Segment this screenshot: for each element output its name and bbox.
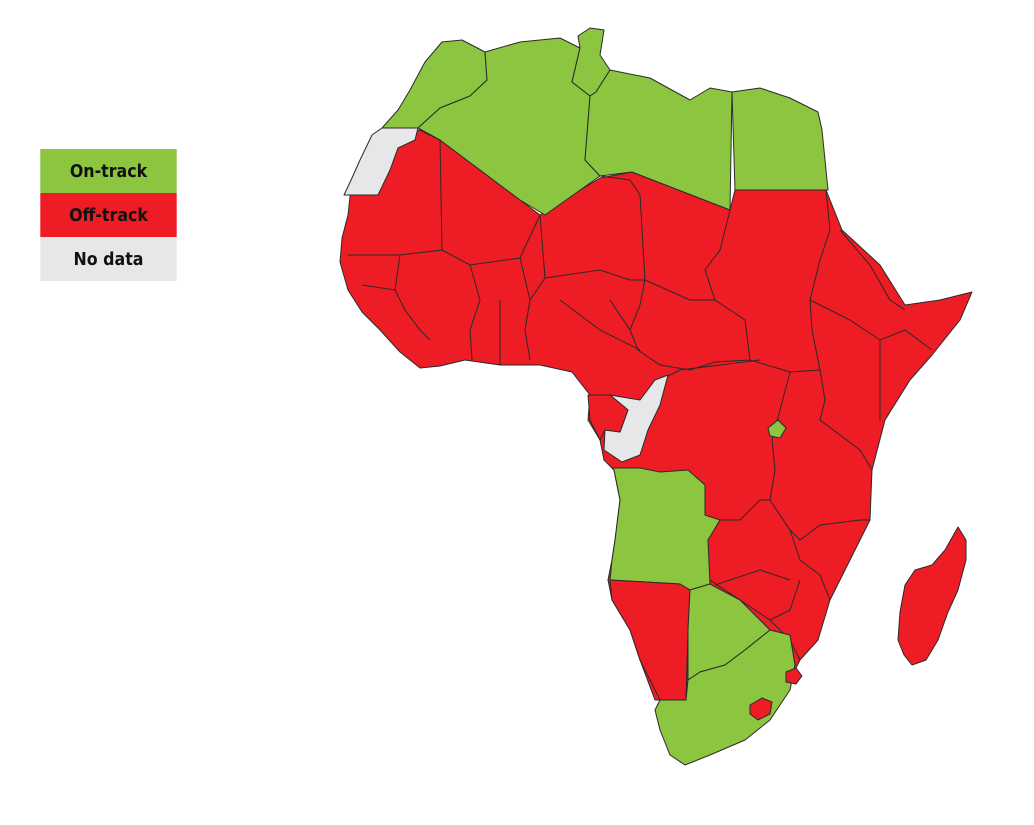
legend-item-off-track: Off-track	[40, 193, 177, 237]
region-swaziland	[785, 667, 803, 685]
legend-label-on-track: On-track	[69, 160, 148, 182]
region-egypt	[731, 87, 829, 191]
region-lesotho	[749, 697, 773, 721]
region-madagascar	[897, 526, 967, 666]
legend-label-off-track: Off-track	[69, 204, 148, 226]
legend-item-no-data: No data	[40, 237, 177, 281]
map-legend: On-track Off-track No data	[31, 149, 186, 281]
region-libya	[584, 69, 733, 211]
region-gabon	[587, 394, 629, 441]
region-rwanda	[767, 419, 787, 439]
region-angola	[609, 467, 721, 591]
legend-item-on-track: On-track	[40, 149, 177, 193]
region-western-sahara	[343, 127, 419, 196]
legend-label-no-data: No data	[73, 248, 144, 270]
